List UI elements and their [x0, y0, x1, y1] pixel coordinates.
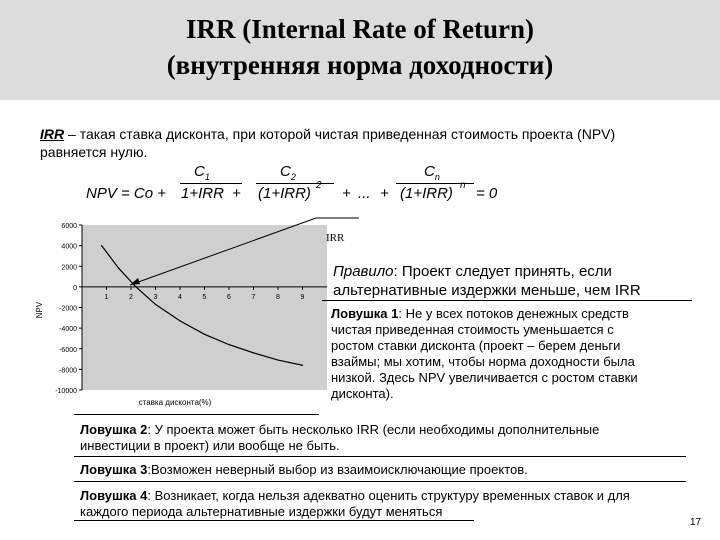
x-tick-label: 8	[276, 294, 280, 301]
npv-point	[301, 364, 304, 366]
c2-symbol: C	[280, 163, 291, 180]
trap2-separator	[74, 414, 319, 415]
irr-callout-arrow	[129, 217, 317, 286]
formula-lhs: NPV = Co +	[86, 185, 167, 202]
trap1-line-2: чистая приведенная стоимость уменьшается…	[331, 322, 614, 337]
trap3-line: Ловушка 3:Возможен неверный выбор из вза…	[80, 462, 528, 478]
trap2-line-2: инвестиции в проект) или вообще не быть.	[80, 438, 340, 453]
trap1-line-6: дисконта).	[331, 386, 394, 401]
trap2-line-1: Ловушка 2: У проекта может быть нескольк…	[80, 422, 599, 438]
x-tick-label: 1	[105, 294, 109, 301]
trap4-line-2: каждого периода альтернативные издержки …	[80, 504, 443, 519]
formula-termn-numerator: Cn	[424, 163, 440, 186]
trap4-text-1: : Возникает, когда нельзя адекватно оцен…	[147, 488, 630, 503]
x-axis-label: ставка дисконта(%)	[139, 398, 212, 407]
npv-point	[277, 359, 279, 361]
trap1-label: Ловушка 1	[331, 306, 399, 321]
rule-line-2: альтернативные издержки меньше, чем IRR	[333, 282, 641, 299]
npv-point	[135, 286, 137, 288]
formula-ellipsis: ...	[358, 185, 371, 202]
formula-plus-2: +	[342, 185, 351, 202]
formula-term2-denominator: (1+IRR)	[258, 185, 311, 202]
npv-point	[228, 344, 230, 346]
rule-line-1: Правило: Проект следует принять, если	[333, 262, 612, 281]
formula-term2-numerator: C2	[280, 163, 296, 186]
x-tick-label: 6	[227, 294, 231, 301]
trap3-separator	[74, 456, 686, 457]
irr-callout: IRR	[129, 217, 359, 286]
y-tick-label: 6000	[61, 223, 77, 230]
fraction-bar-1	[180, 183, 242, 184]
trap4-bottom-rule	[74, 520, 474, 521]
trap2-text-1: : У проекта может быть несколько IRR (ес…	[147, 422, 600, 437]
y-tick-label: -6000	[59, 347, 77, 354]
c1-subscript: 1	[204, 172, 210, 182]
npv-curve	[101, 245, 303, 366]
trap1-text-1: : Не у всех потоков денежных средств	[398, 306, 629, 321]
page-number: 17	[690, 517, 702, 528]
y-tick-label: -10000	[55, 388, 77, 395]
trap1-line-3: ростом ставки дисконта (проект – берем д…	[331, 338, 621, 353]
rule-label: Правило	[333, 263, 394, 280]
x-tick-label: 7	[252, 294, 256, 301]
npv-point	[179, 320, 181, 322]
slide-title-line-2: (внутренняя норма доходности)	[166, 50, 554, 80]
formula-term1-numerator: C1	[194, 163, 210, 186]
formula-termn-power: n	[460, 180, 466, 191]
title-band	[0, 0, 720, 100]
y-tick-label: -2000	[59, 306, 77, 313]
trap2-label: Ловушка 2	[80, 422, 148, 437]
y-tick-label: -4000	[59, 326, 77, 333]
x-tick-label: 9	[301, 294, 305, 301]
npv-point	[154, 303, 157, 306]
fraction-bar-2	[256, 183, 334, 184]
definition-text-1: – такая ставка дисконта, при которой чис…	[64, 126, 616, 142]
definition-term: IRR	[40, 126, 65, 142]
npv-point	[252, 352, 255, 354]
c2-subscript: 2	[290, 172, 296, 182]
formula-term1-denominator: 1+IRR	[181, 185, 224, 202]
plot-area	[82, 225, 327, 390]
trap1-line-4: взаймы; мы хотим, чтобы норма доходности…	[331, 354, 635, 369]
rule-separator	[322, 300, 692, 301]
trap1-line-5: низкой. Здесь NPV увеличивается с ростом…	[331, 370, 638, 385]
formula-term2-power: 2	[316, 180, 322, 191]
trap3-text: :Возможен неверный выбор из взаимоисключ…	[147, 462, 528, 477]
y-tick-label: 2000	[61, 264, 77, 271]
formula-rhs: = 0	[476, 185, 498, 202]
fraction-bar-n	[396, 183, 474, 184]
npv-point	[203, 333, 206, 335]
trap3-label: Ловушка 3	[80, 462, 148, 477]
x-tick-label: 4	[178, 294, 182, 301]
trap4-separator	[74, 481, 686, 482]
formula-termn-denominator: (1+IRR)	[400, 185, 453, 202]
irr-arrow-head	[130, 278, 140, 285]
cn-symbol: C	[424, 163, 435, 180]
formula-plus-3: +	[380, 185, 389, 202]
trap1-line-1: Ловушка 1: Не у всех потоков денежных ср…	[331, 306, 629, 322]
x-axis-ticks: 1 2 3 4 5 6 7 8 9	[105, 286, 305, 301]
irr-annotation: IRR	[326, 232, 345, 244]
npv-point	[101, 245, 103, 247]
y-tick-label: -8000	[59, 367, 77, 374]
formula-plus-1: +	[232, 185, 241, 202]
definition-line-1: IRR – такая ставка дисконта, при которой…	[40, 126, 615, 143]
rule-text-1: : Проект следует принять, если	[393, 263, 612, 280]
cn-subscript: n	[434, 172, 440, 182]
trap4-label: Ловушка 4	[80, 488, 148, 503]
x-tick-label: 3	[154, 294, 158, 301]
npv-point	[118, 267, 120, 269]
y-tick-label: 0	[73, 285, 77, 292]
x-tick-label: 2	[129, 294, 133, 301]
y-tick-label: 4000	[61, 244, 77, 251]
trap4-line-1: Ловушка 4: Возникает, когда нельзя адекв…	[80, 488, 630, 504]
x-tick-label: 5	[203, 294, 207, 301]
y-axis-label: NPV	[35, 301, 44, 318]
definition-line-2: равняется нулю.	[40, 144, 148, 160]
c1-symbol: C	[194, 163, 205, 180]
slide-title-line-1: IRR (Internal Rate of Return)	[186, 14, 534, 44]
series-layer	[101, 245, 304, 366]
npv-chart: 6000400020000-2000-4000-6000-8000-10000 …	[30, 215, 330, 415]
